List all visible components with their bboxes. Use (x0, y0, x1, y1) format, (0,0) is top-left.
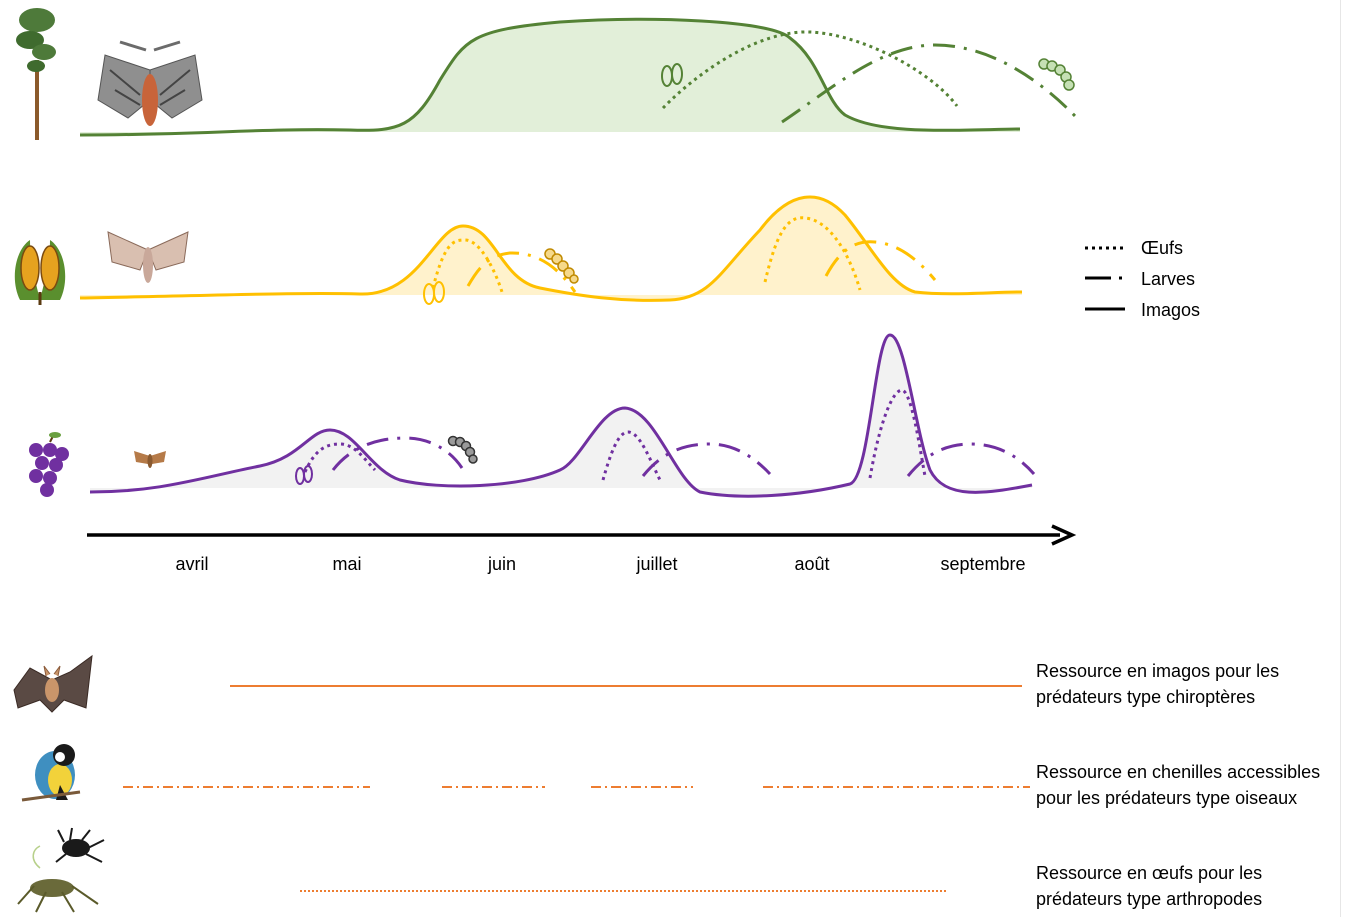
grape-berry-moth-icon (134, 451, 166, 468)
resource-label-caterpillars-1: Ressource en chenilles accessibles (1036, 762, 1320, 782)
host-pine-tree-icon (16, 8, 56, 140)
resource-label-caterpillars-2: pour les prédateurs type oiseaux (1036, 788, 1297, 808)
resource-label-imagos-2: prédateurs type chiroptères (1036, 687, 1255, 707)
resource-label-eggs-1: Ressource en œufs pour les (1036, 863, 1262, 883)
month-label-mai: mai (332, 554, 361, 574)
caterpillar-icon-pine (1039, 59, 1074, 90)
imago-curve-pine (80, 19, 1020, 135)
host-corn-cob-icon (15, 240, 65, 305)
legend-label-larvae: Larves (1141, 269, 1195, 289)
corn-borer-moth-icon (108, 232, 188, 283)
month-label-septembre: septembre (940, 554, 1025, 574)
bat-icon (14, 656, 92, 712)
month-label-avril: avril (175, 554, 208, 574)
month-label-aout: août (794, 554, 829, 574)
host-grape-bunch-icon (29, 432, 69, 497)
pine-processionary-moth-icon (98, 42, 202, 126)
imago-curve-grape (90, 335, 1032, 496)
resource-label-eggs-2: prédateurs type arthropodes (1036, 889, 1262, 909)
arthropod-icon (18, 828, 104, 912)
legend-label-eggs: Œufs (1141, 238, 1183, 258)
month-label-juillet: juillet (635, 554, 677, 574)
resource-label-imagos-1: Ressource en imagos pour les (1036, 661, 1279, 681)
legend-label-imagos: Imagos (1141, 300, 1200, 320)
caterpillar-icon-grape (449, 437, 478, 464)
bird-icon (22, 744, 80, 800)
time-axis: avril mai juin juillet août septembre (87, 526, 1072, 574)
legend: Œufs Larves Imagos (1085, 238, 1200, 320)
month-label-juin: juin (487, 554, 516, 574)
